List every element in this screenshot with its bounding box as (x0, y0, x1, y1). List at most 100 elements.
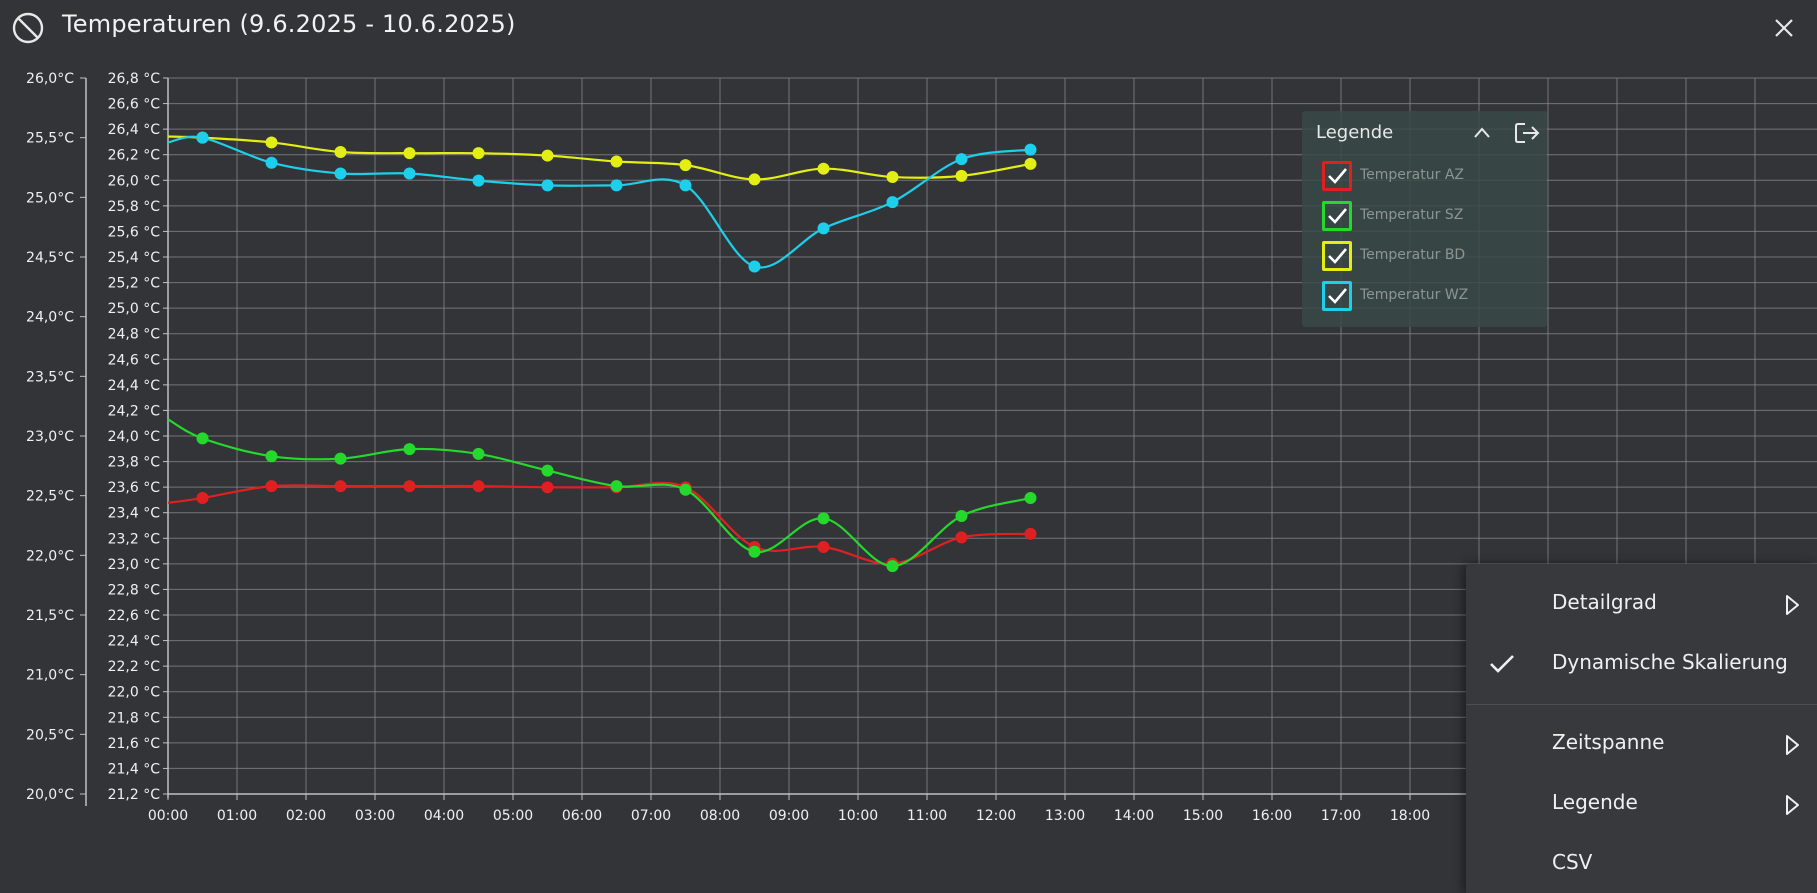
x-tick-label: 06:00 (562, 808, 602, 824)
series-line-2 (167, 135, 1031, 181)
y-left-tick-label: 22,0°C (26, 548, 74, 564)
y-right-tick-label: 24,4 °C (108, 378, 161, 394)
x-tick-label: 13:00 (1045, 808, 1085, 824)
x-tick-label: 04:00 (424, 808, 464, 824)
data-point (196, 131, 209, 144)
data-point (679, 159, 692, 172)
menu-item-zeitspanne[interactable]: Zeitspanne (1466, 716, 1817, 772)
legend-panel: Legende Temperatur AZ Temperatur SZ Temper… (1302, 111, 1547, 327)
menu-item-csv[interactable]: CSV (1466, 836, 1817, 892)
x-tick-label: 16:00 (1252, 808, 1292, 824)
data-point (334, 167, 347, 180)
y-left-tick-label: 26,0°C (26, 71, 74, 87)
x-tick-label: 15:00 (1183, 808, 1223, 824)
x-tick-label: 02:00 (286, 808, 326, 824)
menu-label-zeitspanne: Zeitspanne (1552, 730, 1665, 754)
menu-item-detailgrad[interactable]: Detailgrad (1466, 576, 1817, 632)
data-point (610, 480, 623, 493)
check-icon (1490, 655, 1514, 673)
y-right-tick-label: 22,8 °C (108, 582, 161, 598)
y-right-tick-label: 25,2 °C (108, 276, 161, 292)
y-left-tick-label: 25,5°C (26, 131, 74, 147)
data-point (886, 171, 899, 184)
y-right-tick-label: 22,6 °C (108, 608, 161, 624)
y-right-tick-label: 26,2 °C (108, 148, 161, 164)
legend-checkbox[interactable] (1322, 241, 1352, 271)
legend-checkbox[interactable] (1322, 281, 1352, 311)
check-icon (1328, 288, 1347, 304)
x-tick-label: 12:00 (976, 808, 1016, 824)
ban-icon[interactable] (12, 12, 44, 44)
chevron-up-icon[interactable] (1472, 123, 1492, 143)
data-point (886, 560, 899, 573)
menu-item-legende[interactable]: Legende (1466, 776, 1817, 832)
x-tick-label: 01:00 (217, 808, 257, 824)
y-right-tick-label: 23,4 °C (108, 506, 161, 522)
data-point (541, 149, 554, 162)
legend-item[interactable]: Temperatur WZ (1322, 281, 1542, 311)
data-point (472, 447, 485, 460)
series-line-3 (167, 135, 1031, 269)
submenu-arrow-icon (1786, 735, 1799, 755)
close-icon[interactable] (1772, 16, 1796, 40)
menu-item-dynamische-skalierung[interactable]: Dynamische Skalierung (1466, 636, 1817, 692)
y-right-tick-label: 26,8 °C (108, 71, 161, 87)
x-tick-label: 14:00 (1114, 808, 1154, 824)
data-point (541, 481, 554, 494)
data-point (403, 480, 416, 493)
y-left-tick-label: 23,5°C (26, 369, 74, 385)
export-icon[interactable] (1514, 121, 1540, 145)
y-right-tick-label: 21,2 °C (108, 787, 161, 803)
data-point (817, 222, 830, 235)
y-right-tick-label: 26,6 °C (108, 97, 161, 113)
legend-checkbox[interactable] (1322, 161, 1352, 191)
data-point (334, 480, 347, 493)
data-point (748, 545, 761, 558)
data-point (1024, 157, 1037, 170)
y-left-tick-label: 22,5°C (26, 489, 74, 505)
y-right-tick-label: 21,8 °C (108, 710, 161, 726)
y-right-tick-label: 24,0 °C (108, 429, 161, 445)
legend-label: Temperatur WZ (1360, 287, 1469, 303)
x-tick-label: 18:00 (1390, 808, 1430, 824)
menu-divider (1466, 704, 1817, 705)
data-point (955, 531, 968, 544)
data-point (610, 155, 623, 168)
series-line-1 (167, 418, 1031, 568)
x-tick-label: 05:00 (493, 808, 533, 824)
check-icon (1328, 208, 1347, 224)
page-title: Temperaturen (9.6.2025 - 10.6.2025) (62, 10, 516, 38)
legend-checkbox[interactable] (1322, 201, 1352, 231)
data-point (265, 156, 278, 169)
y-left-tick-label: 20,0°C (26, 787, 74, 803)
data-point (817, 512, 830, 525)
data-point (265, 450, 278, 463)
check-icon (1328, 248, 1347, 264)
data-point (679, 179, 692, 192)
legend-item[interactable]: Temperatur SZ (1322, 201, 1542, 231)
y-left-tick-label: 21,0°C (26, 668, 74, 684)
y-right-tick-label: 25,4 °C (108, 250, 161, 266)
y-right-tick-label: 24,2 °C (108, 403, 161, 419)
data-point (265, 136, 278, 149)
x-tick-label: 03:00 (355, 808, 395, 824)
x-tick-label: 17:00 (1321, 808, 1361, 824)
data-point (196, 432, 209, 445)
data-point (403, 443, 416, 456)
window-header: Temperaturen (9.6.2025 - 10.6.2025) (0, 0, 1817, 56)
y-right-tick-label: 22,0 °C (108, 685, 161, 701)
context-menu: Detailgrad Dynamische Skalierung Zeitspa… (1466, 564, 1817, 893)
series-line-0 (167, 481, 1031, 565)
legend-item[interactable]: Temperatur AZ (1322, 161, 1542, 191)
x-tick-label: 08:00 (700, 808, 740, 824)
legend-item[interactable]: Temperatur BD (1322, 241, 1542, 271)
x-tick-label: 00:00 (148, 808, 188, 824)
data-point (610, 179, 623, 192)
y-right-tick-label: 25,6 °C (108, 224, 161, 240)
check-icon (1328, 168, 1347, 184)
data-point (334, 452, 347, 465)
data-point (265, 480, 278, 493)
x-tick-label: 09:00 (769, 808, 809, 824)
menu-label-dynamische-skalierung: Dynamische Skalierung (1552, 650, 1788, 674)
